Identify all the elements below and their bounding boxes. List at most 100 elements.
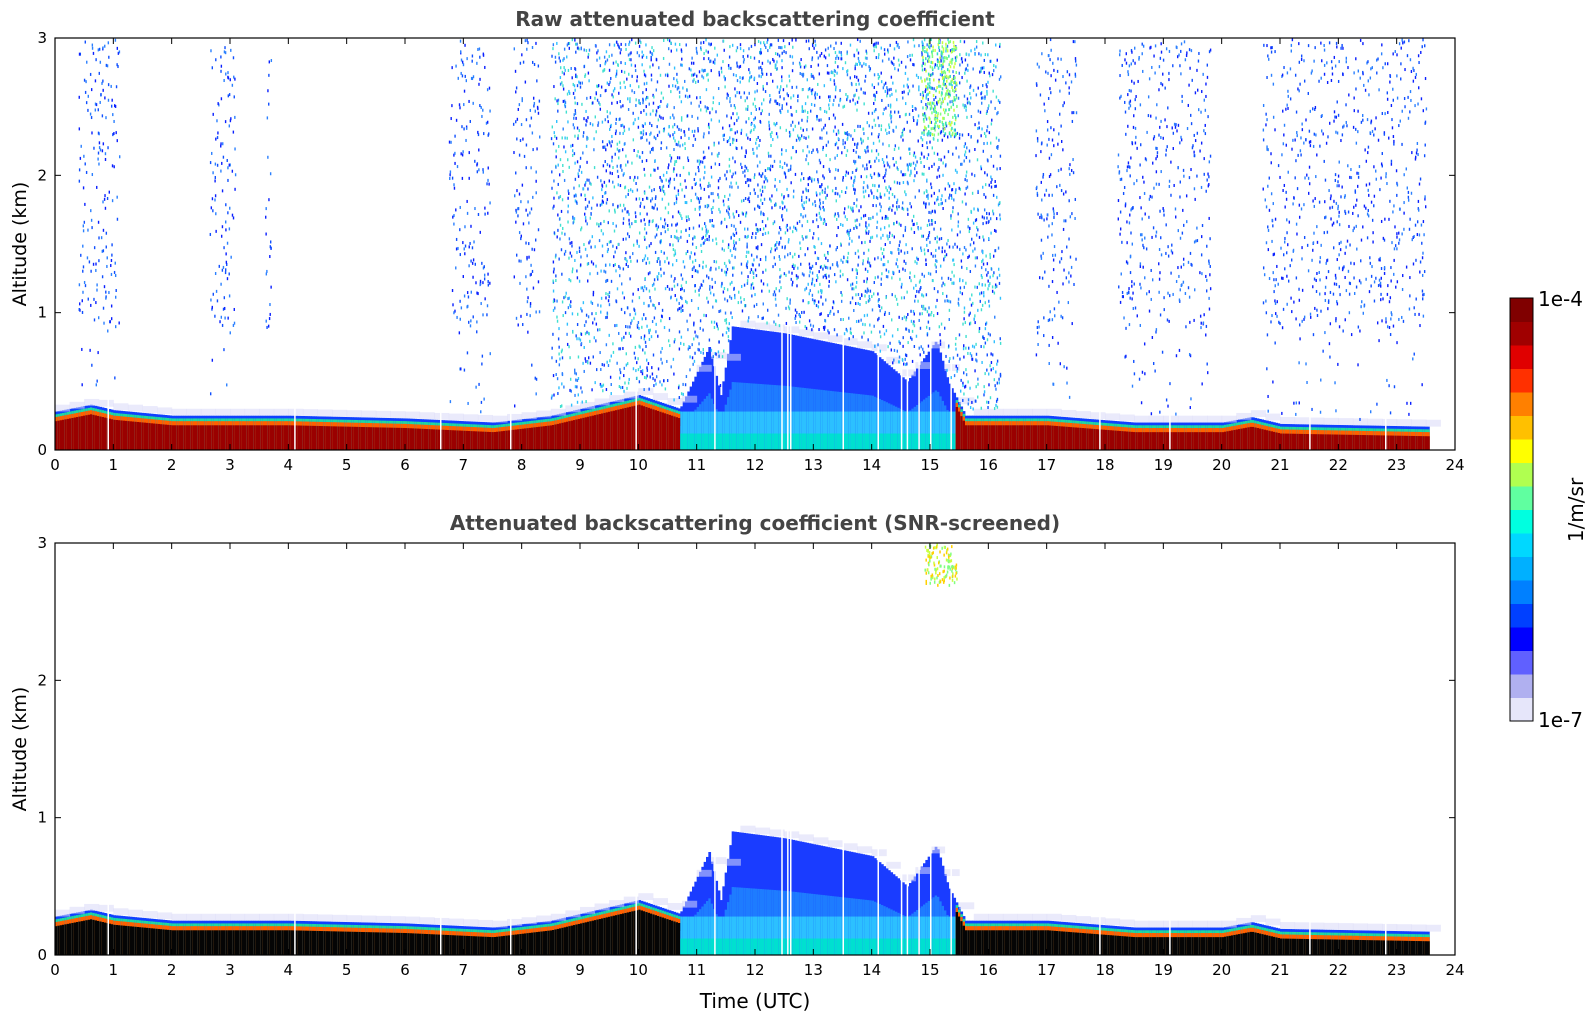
noise-speckle	[551, 54, 553, 58]
noise-speckle	[580, 307, 582, 311]
noise-speckle	[101, 114, 104, 118]
noise-speckle	[675, 142, 678, 146]
noise-speckle	[82, 290, 84, 294]
noise-speckle	[578, 249, 581, 253]
backscatter-cell	[631, 406, 635, 450]
noise-speckle	[486, 182, 488, 186]
noise-speckle	[891, 233, 894, 237]
noise-speckle	[828, 71, 830, 75]
noise-speckle	[526, 312, 528, 316]
noise-speckle	[844, 173, 847, 177]
noise-speckle	[483, 273, 486, 277]
noise-speckle	[867, 299, 870, 303]
noise-speckle	[764, 90, 767, 94]
noise-speckle	[682, 166, 685, 170]
backscatter-cell	[731, 411, 735, 450]
noise-speckle	[459, 50, 462, 54]
backscatter-cell	[953, 433, 957, 450]
noise-speckle	[955, 146, 957, 150]
haze-cell	[900, 369, 916, 377]
noise-speckle	[887, 48, 889, 52]
noise-speckle	[812, 74, 814, 78]
noise-speckle	[528, 221, 530, 225]
backscatter-cell	[762, 433, 765, 450]
noise-speckle	[733, 224, 735, 228]
backscatter-cell	[862, 433, 866, 450]
noise-speckle	[535, 41, 537, 45]
noise-speckle	[555, 136, 558, 140]
backscatter-cell	[547, 425, 551, 450]
backscatter-cell	[174, 425, 177, 450]
noise-speckle	[513, 275, 516, 279]
noise-speckle	[851, 170, 854, 174]
backscatter-cell	[659, 411, 663, 450]
backscatter-cell	[1156, 432, 1160, 450]
noise-speckle	[871, 235, 874, 239]
noise-speckle	[217, 102, 219, 106]
noise-speckle	[891, 92, 893, 96]
noise-speckle	[636, 361, 638, 365]
noise-speckle	[233, 321, 236, 325]
noise-speckle	[840, 53, 843, 57]
backscatter-cell	[743, 433, 747, 450]
backscatter-cell	[1177, 432, 1181, 450]
noise-speckle	[477, 130, 479, 134]
noise-speckle	[969, 269, 972, 273]
backscatter-cell	[710, 433, 714, 450]
noise-speckle	[822, 148, 824, 152]
noise-speckle	[781, 59, 783, 63]
backscatter-cell	[1163, 432, 1167, 450]
noise-speckle	[817, 56, 819, 60]
noise-speckle	[229, 331, 231, 335]
noise-speckle	[229, 206, 231, 210]
noise-speckle	[116, 217, 119, 221]
backscatter-cell	[59, 420, 63, 450]
noise-speckle	[684, 147, 686, 151]
noise-speckle	[944, 254, 946, 258]
noise-speckle	[951, 270, 953, 274]
backscatter-cell	[955, 406, 959, 450]
noise-speckle	[705, 49, 707, 53]
haze-cell	[609, 395, 625, 402]
noise-speckle	[859, 155, 861, 159]
noise-speckle	[581, 390, 583, 394]
noise-speckle	[668, 39, 671, 43]
noise-speckle	[477, 292, 479, 296]
backscatter-cell	[883, 411, 887, 450]
backscatter-cell	[1212, 432, 1216, 450]
noise-speckle	[268, 317, 271, 321]
noise-speckle	[83, 78, 86, 82]
noise-speckle	[91, 131, 93, 135]
noise-speckle	[816, 92, 819, 96]
noise-speckle	[845, 186, 848, 190]
backscatter-cell	[580, 418, 583, 450]
haze-cell	[769, 324, 785, 332]
noise-speckle	[91, 173, 94, 177]
noise-speckle	[934, 220, 936, 224]
backscatter-cell	[321, 426, 324, 450]
noise-speckle	[653, 206, 655, 210]
noise-speckle	[267, 89, 269, 93]
noise-speckle	[116, 63, 118, 67]
noise-speckle	[220, 69, 222, 73]
noise-speckle	[459, 367, 461, 371]
noise-speckle	[773, 122, 775, 126]
noise-speckle	[518, 192, 521, 196]
noise-speckle	[466, 211, 469, 215]
backscatter-cell	[1126, 431, 1129, 450]
backscatter-cell	[855, 433, 859, 450]
noise-speckle	[722, 134, 724, 138]
noise-speckle	[531, 363, 533, 367]
backscatter-cell	[762, 411, 765, 450]
noise-speckle	[974, 147, 976, 151]
noise-speckle	[951, 228, 953, 232]
noise-speckle	[963, 105, 966, 109]
noise-speckle	[606, 242, 609, 246]
noise-speckle	[525, 241, 527, 245]
noise-speckle	[727, 197, 730, 201]
noise-speckle	[522, 137, 524, 141]
noise-speckle	[922, 94, 925, 98]
noise-speckle	[573, 368, 576, 372]
noise-speckle	[111, 243, 113, 247]
backscatter-cell	[153, 423, 156, 450]
